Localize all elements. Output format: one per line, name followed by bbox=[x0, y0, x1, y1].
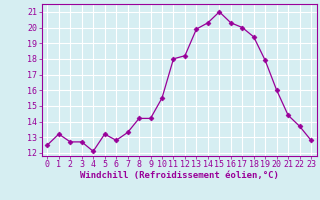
X-axis label: Windchill (Refroidissement éolien,°C): Windchill (Refroidissement éolien,°C) bbox=[80, 171, 279, 180]
